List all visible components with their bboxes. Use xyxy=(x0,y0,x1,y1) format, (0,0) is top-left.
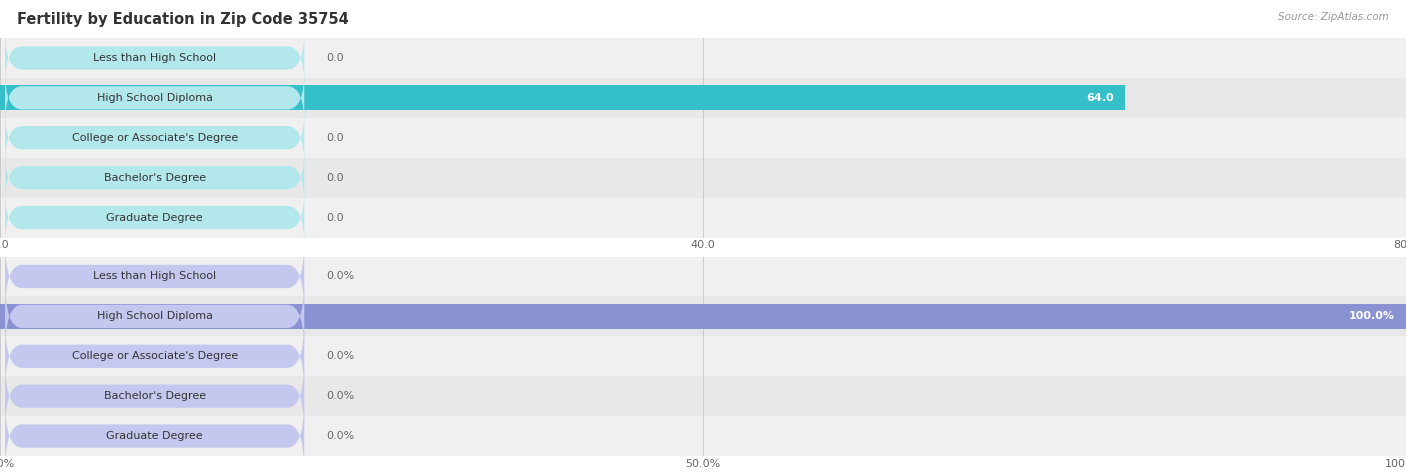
Text: 0.0%: 0.0% xyxy=(326,351,354,361)
Text: Bachelor's Degree: Bachelor's Degree xyxy=(104,172,205,183)
Bar xyxy=(0,336,1406,376)
Text: College or Associate's Degree: College or Associate's Degree xyxy=(72,351,238,361)
Text: High School Diploma: High School Diploma xyxy=(97,93,212,103)
Bar xyxy=(0,304,1406,329)
Text: High School Diploma: High School Diploma xyxy=(97,311,212,322)
Text: Graduate Degree: Graduate Degree xyxy=(107,212,202,223)
FancyBboxPatch shape xyxy=(6,280,304,352)
Text: 0.0: 0.0 xyxy=(326,133,344,143)
FancyBboxPatch shape xyxy=(6,360,304,432)
FancyBboxPatch shape xyxy=(6,191,304,244)
FancyBboxPatch shape xyxy=(6,111,304,164)
Text: Bachelor's Degree: Bachelor's Degree xyxy=(104,391,205,401)
FancyBboxPatch shape xyxy=(6,31,304,85)
FancyBboxPatch shape xyxy=(6,71,304,124)
Text: Less than High School: Less than High School xyxy=(93,271,217,282)
Text: 0.0: 0.0 xyxy=(326,172,344,183)
Text: 0.0: 0.0 xyxy=(326,53,344,63)
Text: Fertility by Education in Zip Code 35754: Fertility by Education in Zip Code 35754 xyxy=(17,12,349,27)
Text: 100.0%: 100.0% xyxy=(1348,311,1395,322)
Bar xyxy=(0,86,1125,110)
Text: 0.0: 0.0 xyxy=(326,212,344,223)
Text: 0.0%: 0.0% xyxy=(326,431,354,441)
FancyBboxPatch shape xyxy=(6,240,304,313)
Bar xyxy=(0,118,1406,158)
Bar xyxy=(0,416,1406,456)
Text: 64.0: 64.0 xyxy=(1085,93,1114,103)
Text: 0.0%: 0.0% xyxy=(326,391,354,401)
Bar xyxy=(0,158,1406,198)
Bar xyxy=(0,296,1406,336)
Bar xyxy=(0,78,1406,118)
Bar xyxy=(0,198,1406,238)
Bar xyxy=(0,38,1406,78)
FancyBboxPatch shape xyxy=(6,400,304,472)
Text: 0.0%: 0.0% xyxy=(326,271,354,282)
Bar xyxy=(0,376,1406,416)
Text: College or Associate's Degree: College or Associate's Degree xyxy=(72,133,238,143)
Bar xyxy=(0,256,1406,296)
Text: Graduate Degree: Graduate Degree xyxy=(107,431,202,441)
FancyBboxPatch shape xyxy=(6,151,304,204)
Text: Less than High School: Less than High School xyxy=(93,53,217,63)
Text: Source: ZipAtlas.com: Source: ZipAtlas.com xyxy=(1278,12,1389,22)
FancyBboxPatch shape xyxy=(6,320,304,392)
